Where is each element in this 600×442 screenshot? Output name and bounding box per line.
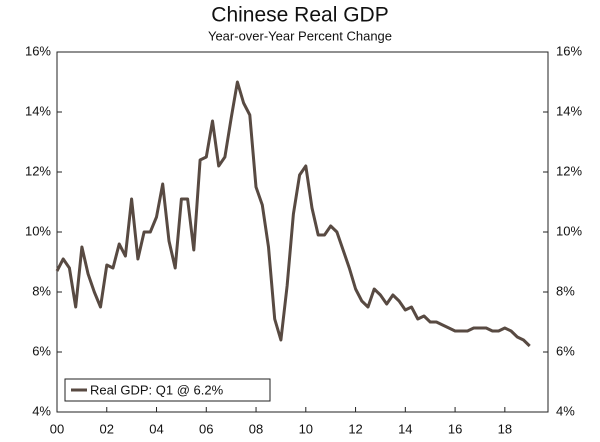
x-tick-label: 18 <box>498 421 512 436</box>
y2-tick-label: 12% <box>556 163 582 178</box>
y2-tick-label: 10% <box>556 223 582 238</box>
x-tick-label: 08 <box>249 421 263 436</box>
x-tick-label: 16 <box>448 421 462 436</box>
y-tick-label: 6% <box>32 343 51 358</box>
chart-title: Chinese Real GDP <box>211 4 388 27</box>
y-tick-label: 4% <box>32 403 51 418</box>
y-tick-label: 16% <box>25 43 51 58</box>
y2-tick-label: 6% <box>556 343 575 358</box>
y-tick-label: 10% <box>25 223 51 238</box>
legend-label: Real GDP: Q1 @ 6.2% <box>90 382 224 397</box>
y2-tick-label: 8% <box>556 283 575 298</box>
y-tick-label: 14% <box>25 103 51 118</box>
series-line <box>55 80 531 348</box>
x-tick-label: 06 <box>199 421 213 436</box>
legend-box <box>64 378 271 402</box>
x-tick-label: 12 <box>348 421 362 436</box>
x-tick-label: 10 <box>299 421 313 436</box>
chart-subtitle: Year-over-Year Percent Change <box>208 28 392 43</box>
y-tick-label: 12% <box>25 163 51 178</box>
y-tick-label: 8% <box>32 283 51 298</box>
x-tick-label: 02 <box>100 421 114 436</box>
y2-tick-label: 4% <box>556 403 575 418</box>
x-tick-label: 04 <box>149 421 163 436</box>
y2-tick-label: 14% <box>556 103 582 118</box>
x-tick-label: 00 <box>50 421 64 436</box>
x-tick-label: 14 <box>398 421 412 436</box>
y2-tick-label: 16% <box>556 43 582 58</box>
